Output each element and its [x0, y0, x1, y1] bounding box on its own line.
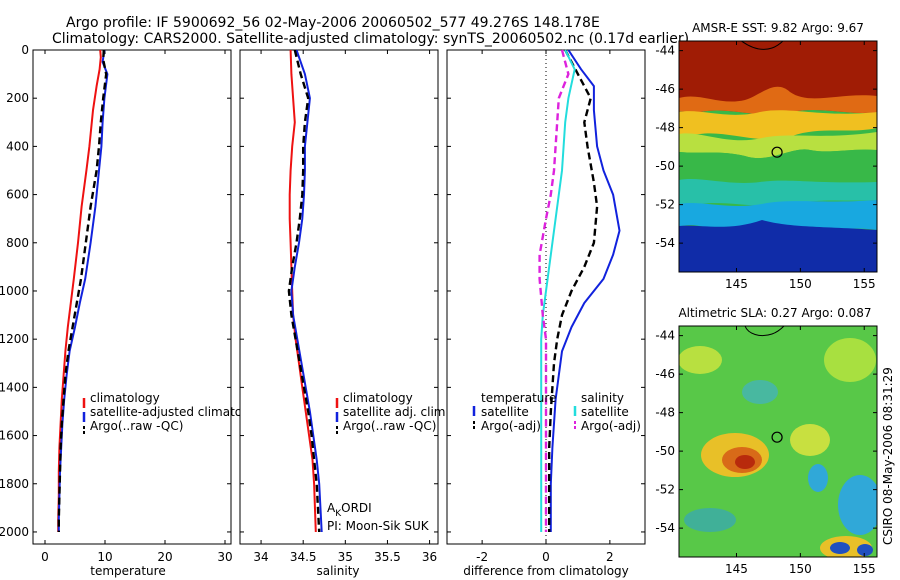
- sst-map-x-tick-label: 145: [725, 277, 748, 291]
- depth-tick-label: 1000: [0, 284, 29, 298]
- sla-map-y-tick-label: -44: [655, 329, 675, 343]
- credit-line1: AKORDI: [327, 501, 372, 519]
- sst-map-panel: AMSR-E SST: 9.82 Argo: 9.67 145 150 155 -44…: [655, 21, 878, 291]
- float-credit: AKORDI PI: Moon-Sik SUK: [327, 501, 430, 533]
- salinity-x-axis-label: salinity: [316, 564, 359, 578]
- temperature-legend-satellite: satellite-adjusted climatology: [90, 405, 268, 419]
- difference-legend-temp-satellite: satellite: [481, 405, 529, 419]
- difference-x-tick-label: -2: [476, 550, 488, 564]
- sla-map-y-tick-label: -54: [655, 521, 675, 535]
- depth-tick-label: 600: [6, 188, 29, 202]
- difference-legend-sal-argo: Argo(-adj): [581, 419, 641, 433]
- temperature-series-climatology-line: [57, 49, 102, 532]
- depth-tick-label: 200: [6, 91, 29, 105]
- sla-map-x-tick-label: 155: [853, 562, 876, 576]
- depth-tick-label: 1400: [0, 380, 29, 394]
- salinity-x-tick-label: 36: [422, 550, 437, 564]
- sst-map-y-tick-label: -50: [655, 159, 675, 173]
- sla-map-panel: Altimetric SLA: 0.27 Argo: 0.087 145 150 1…: [655, 306, 878, 576]
- difference-series-salinity-argo-adj-line: [538, 49, 570, 532]
- figure-title-line1: Argo profile: IF 5900692_56 02-May-2006 …: [66, 15, 600, 31]
- salinity-legend: climatology satellite adj. clim. Argo(..…: [335, 391, 449, 436]
- sst-map-y-tick-label: -44: [655, 44, 675, 58]
- credit-line2: PI: Moon-Sik SUK: [327, 519, 430, 533]
- depth-tick-label: 0: [21, 43, 29, 57]
- temperature-legend-climatology: climatology: [90, 391, 160, 405]
- salinity-panel: 34 34.5 35 35.5 36 salinity climatology sate…: [239, 49, 449, 578]
- sla-map-ticks: 145 150 155 -44 -46 -48 -50 -52 -54: [655, 326, 877, 576]
- difference-x-tick-label: 0: [542, 550, 550, 564]
- depth-tick-label: 1600: [0, 429, 29, 443]
- sla-map-float-marker: [771, 431, 783, 443]
- difference-legend-salinity-title: salinity: [581, 391, 624, 405]
- sla-map-y-tick-label: -50: [655, 444, 675, 458]
- depth-tick-label: 1800: [0, 477, 29, 491]
- sla-map-title: Altimetric SLA: 0.27 Argo: 0.087: [678, 306, 871, 320]
- temperature-x-tick-label: 20: [157, 550, 172, 564]
- salinity-x-tick-label: 34: [253, 550, 268, 564]
- temperature-plot-frame: [32, 49, 232, 545]
- csiro-stamp: CSIRO 08-May-2006 08:31:29: [881, 367, 895, 545]
- difference-legend-sal-satellite: satellite: [581, 405, 629, 419]
- temperature-x-axis-label: temperature: [90, 564, 165, 578]
- salinity-legend-argo: Argo(..raw -QC): [343, 419, 436, 433]
- difference-legend: temperature satellite Argo(-adj) salinit…: [472, 391, 641, 433]
- depth-tick-label: 1200: [0, 332, 29, 346]
- difference-x-axis-label: difference from climatology: [463, 564, 629, 578]
- sla-map-x-tick-label: 150: [789, 562, 812, 576]
- temperature-legend: climatology satellite-adjusted climatolo…: [82, 391, 268, 436]
- sst-map-field: [679, 41, 877, 272]
- salinity-series-group: [287, 49, 323, 533]
- salinity-plot-frame: [239, 49, 439, 545]
- sla-map-y-tick-label: -46: [655, 367, 675, 381]
- salinity-x-tick-label: 34.5: [290, 550, 317, 564]
- sst-map-x-tick-label: 155: [853, 277, 876, 291]
- figure-title-line2: Climatology: CARS2000. Satellite-adjuste…: [52, 31, 689, 47]
- depth-tick-label: 2000: [0, 525, 29, 539]
- sla-map-frame: [678, 325, 878, 558]
- difference-series-temperature-satellite-line: [549, 49, 621, 532]
- depth-tick-label: 400: [6, 139, 29, 153]
- temperature-x-tick-label: 0: [41, 550, 49, 564]
- sst-map-y-tick-label: -54: [655, 236, 675, 250]
- sla-map-x-tick-label: 145: [725, 562, 748, 576]
- temperature-panel: 0 10 20 30 0 200 400 600 800 1000 1200 1400 1600 1800…: [0, 43, 268, 578]
- temperature-legend-argo: Argo(..raw -QC): [90, 419, 183, 433]
- temperature-series-argo-raw-qc-line: [57, 49, 108, 532]
- salinity-series-climatology-line: [288, 49, 317, 533]
- sst-map-y-tick-label: -52: [655, 198, 675, 212]
- temperature-x-tick-label: 10: [97, 550, 112, 564]
- salinity-series-satellite-adj-clim-line: [290, 49, 323, 533]
- salinity-axis-ticks: 34 34.5 35 35.5 36: [240, 49, 438, 564]
- sst-map-title: AMSR-E SST: 9.82 Argo: 9.67: [692, 21, 864, 35]
- difference-legend-temperature-title: temperature: [481, 391, 556, 405]
- salinity-legend-satellite: satellite adj. clim.: [343, 405, 449, 419]
- sla-map-y-tick-label: -52: [655, 483, 675, 497]
- salinity-legend-climatology: climatology: [343, 391, 413, 405]
- difference-series-salinity-satellite-line: [540, 49, 576, 532]
- difference-series-group: [538, 49, 621, 532]
- sst-map-frame: [678, 40, 878, 273]
- sst-map-y-tick-label: -48: [655, 121, 675, 135]
- difference-panel: -2 0 2 difference from climatology tempera…: [446, 49, 646, 578]
- temperature-axis-ticks: 0 10 20 30 0 200 400 600 800 1000 1200 1400 1600 1800…: [0, 43, 233, 564]
- difference-x-tick-label: 2: [606, 550, 614, 564]
- temperature-x-tick-label: 30: [217, 550, 232, 564]
- sla-map-y-tick-label: -48: [655, 406, 675, 420]
- salinity-series-argo-raw-qc-line: [287, 49, 321, 533]
- sla-map-field: [679, 326, 877, 557]
- salinity-x-tick-label: 35.5: [374, 550, 401, 564]
- difference-legend-temp-argo: Argo(-adj): [481, 419, 541, 433]
- depth-tick-label: 800: [6, 236, 29, 250]
- sst-map-float-marker: [771, 146, 783, 158]
- difference-axis-ticks: -2 0 2: [447, 49, 645, 564]
- sst-map-y-tick-label: -46: [655, 82, 675, 96]
- sst-map-x-tick-label: 150: [789, 277, 812, 291]
- salinity-x-tick-label: 35: [338, 550, 353, 564]
- temperature-series-group: [57, 49, 109, 532]
- sst-map-ticks: 145 150 155 -44 -46 -48 -50 -52 -54: [655, 41, 877, 291]
- temperature-series-satellite-adjusted-climatology-line: [57, 49, 109, 532]
